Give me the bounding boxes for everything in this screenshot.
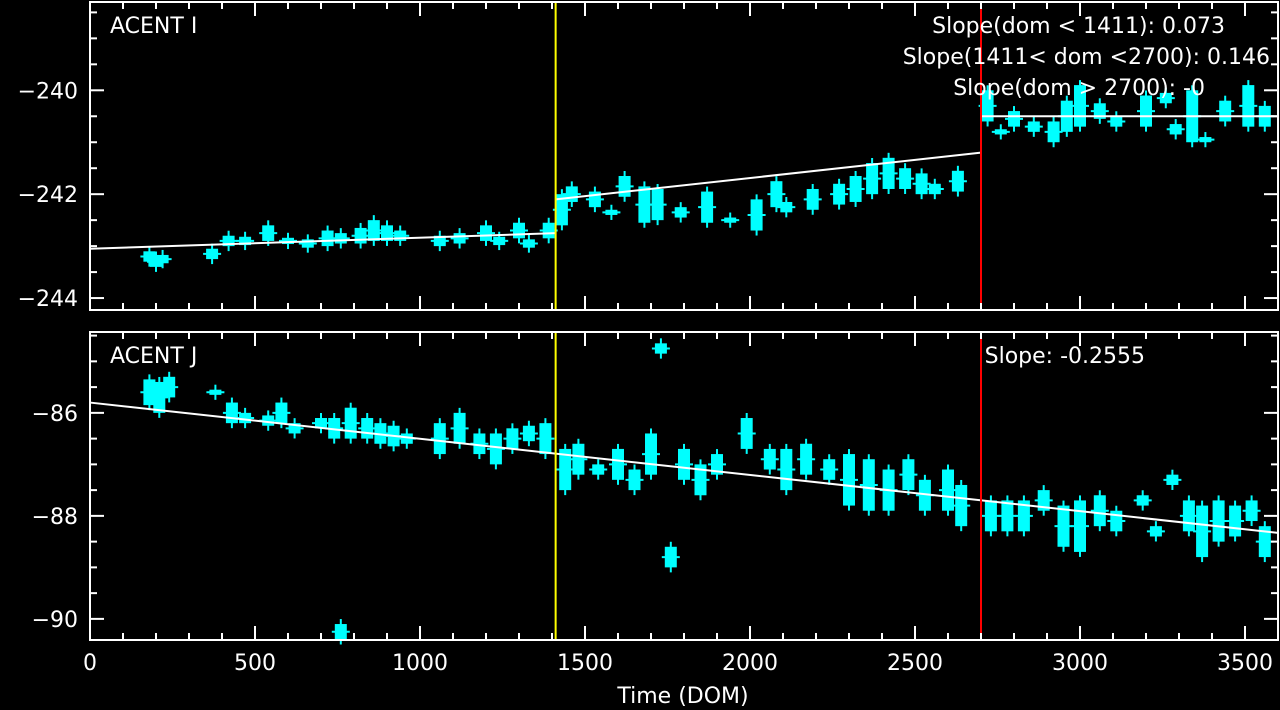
x-tick-label: 1500 (557, 651, 613, 676)
panel-title-acent-j: ACENT J (110, 344, 197, 369)
x-tick-label: 2000 (722, 651, 778, 676)
fit-line (89, 401, 1279, 534)
y-tick-label: −88 (32, 505, 78, 530)
fit-line (555, 151, 982, 201)
slope-annotation-j: Slope: -0.2555 (985, 344, 1145, 369)
x-tick-label: 3000 (1052, 651, 1108, 676)
x-tick-label: 1000 (392, 651, 448, 676)
y-tick-label: −240 (18, 79, 78, 104)
x-tick-label: 3500 (1217, 651, 1273, 676)
slope-annotation-1: Slope(dom < 1411): 0.073 (932, 14, 1225, 39)
fit-line (89, 232, 556, 250)
x-tick-label: 2500 (887, 651, 943, 676)
plot-frame (89, 331, 1279, 641)
slope-annotation-3: Slope(dom > 2700): -0 (953, 76, 1205, 101)
x-tick-label: 500 (234, 651, 276, 676)
y-tick-label: −242 (18, 183, 78, 208)
y-tick-label: −244 (18, 287, 78, 312)
y-tick-label: −90 (32, 608, 78, 633)
slope-annotation-2: Slope(1411< dom <2700): 0.146 (903, 45, 1270, 70)
x-tick-label: 0 (83, 651, 97, 676)
acent-j-panel: 0 500 1000 1500 2000 2500 3000 3500 −86 −88 −90 (32, 331, 1279, 676)
x-axis-label: Time (DOM) (616, 684, 748, 709)
y-tick-label: −86 (32, 402, 78, 427)
panel-title-acent-i: ACENT I (110, 14, 197, 39)
acent-i-panel: −240 −242 −244 (18, 1, 1279, 312)
